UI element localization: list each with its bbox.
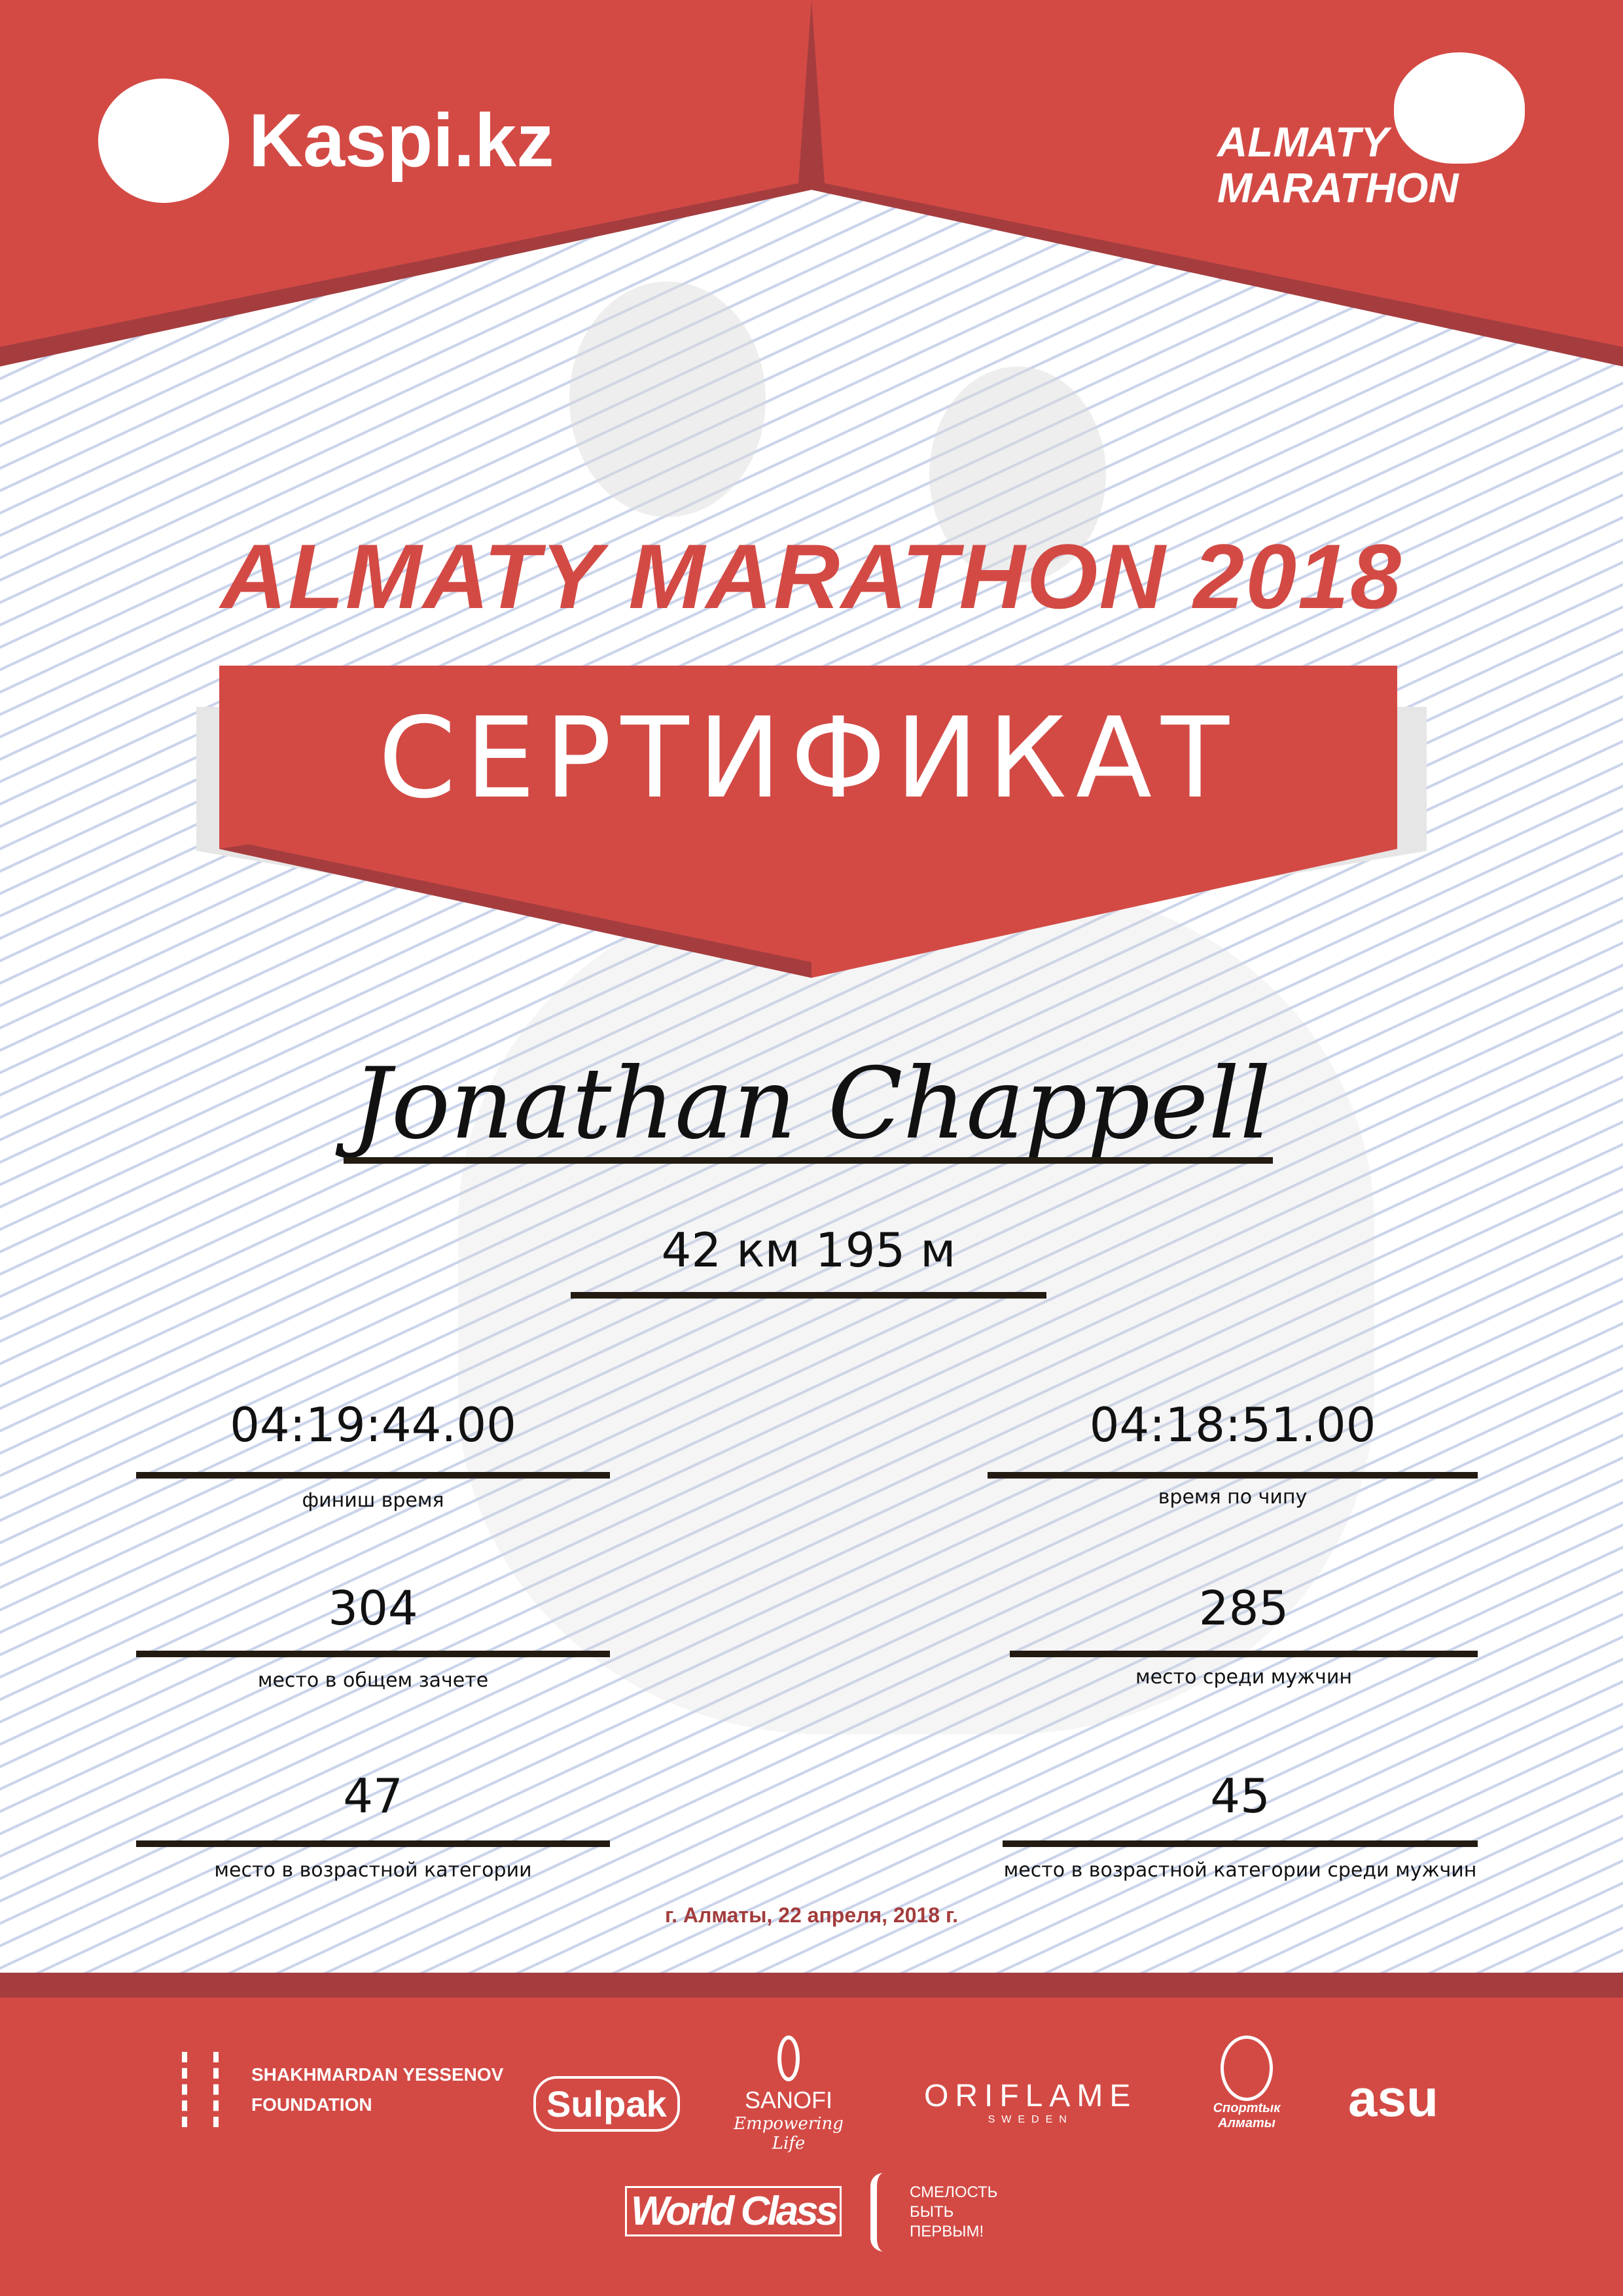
brave-first-logo: СМЕЛОСТЬ БЫТЬ ПЕРВЫМ! xyxy=(870,2173,997,2251)
asu-logo: asu xyxy=(1348,2069,1438,2127)
participant-name: Jonathan Chappell xyxy=(351,1047,1272,1161)
sport-almaty-icon xyxy=(1221,2036,1273,2101)
kaspi-logo: Kaspi.kz xyxy=(98,79,554,203)
sport-almaty-logo: Спортtык Алматы xyxy=(1204,2036,1289,2131)
distance-underline xyxy=(571,1292,1046,1299)
background-pattern xyxy=(0,0,1623,1996)
runner-icon xyxy=(1394,52,1525,164)
runner-photo-bodies xyxy=(458,884,1374,1734)
underline xyxy=(136,1472,610,1479)
sponsors-footer xyxy=(0,1973,1623,2296)
name-underline xyxy=(344,1157,1273,1164)
date-line: г. Алматы, 22 апреля, 2018 г. xyxy=(665,1903,958,1927)
runner-photo-woman xyxy=(929,367,1106,583)
oriflame-logo: ORIFLAME SWEDEN xyxy=(924,2079,1137,2125)
sanofi-logo: SANOFI Empowering Life xyxy=(726,2036,851,2153)
certificate-heading: СЕРТИФИКАТ xyxy=(378,694,1238,823)
almaty-marathon-logo: ALMATY MARATHON xyxy=(1217,52,1525,216)
header-band xyxy=(0,0,1623,367)
yessenov-icon xyxy=(182,2052,219,2127)
event-title: ALMATY MARATHON 2018 xyxy=(221,525,1402,628)
runner-torch-icon xyxy=(870,2173,897,2251)
certificate-banner xyxy=(196,666,1427,978)
underline xyxy=(988,1472,1478,1479)
sanofi-icon xyxy=(777,2036,800,2081)
runner-photo-man xyxy=(569,281,766,517)
kaspi-icon xyxy=(98,79,229,203)
distance: 42 км 195 м xyxy=(661,1223,956,1278)
world-class-logo: World Class xyxy=(625,2186,842,2236)
sulpak-logo: Sulpak xyxy=(533,2076,680,2132)
yessenov-logo: SHAKHMARDAN YESSENOV FOUNDATION xyxy=(182,2052,503,2127)
underline xyxy=(136,1651,610,1657)
underline xyxy=(1003,1840,1478,1847)
underline xyxy=(1010,1651,1478,1657)
underline xyxy=(136,1840,610,1847)
